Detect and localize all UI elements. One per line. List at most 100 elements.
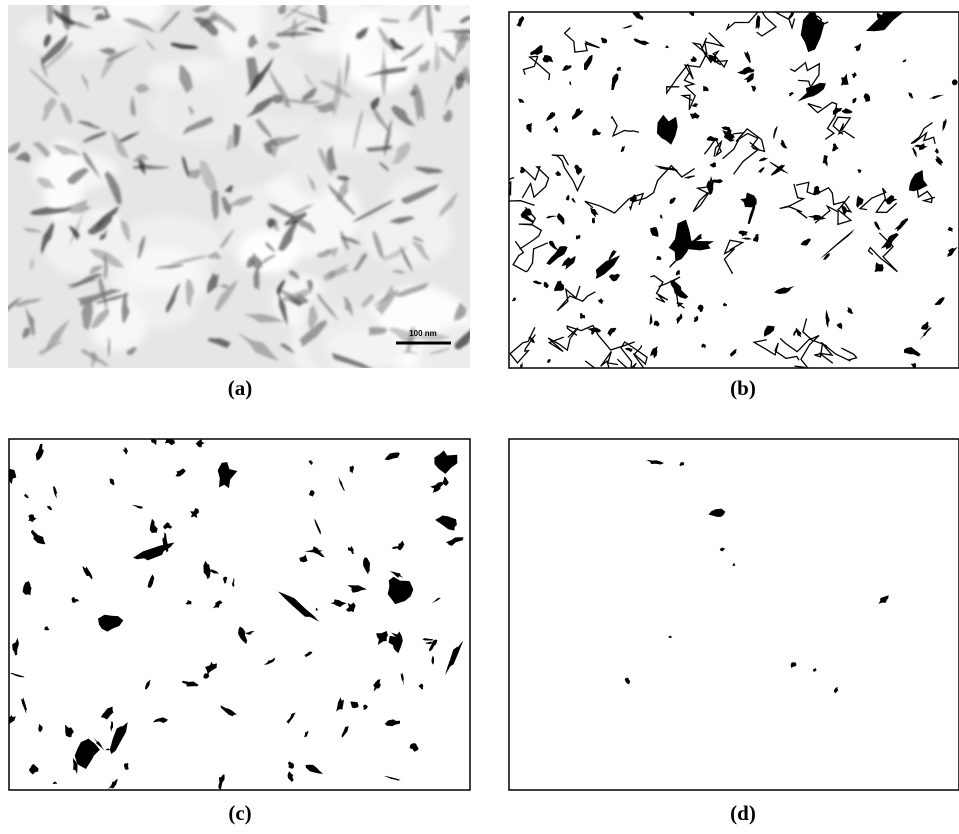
texture-shape bbox=[549, 240, 559, 251]
texture-shape bbox=[597, 298, 604, 305]
texture-shape bbox=[133, 542, 175, 561]
texture-shape bbox=[349, 465, 354, 474]
texture-shape bbox=[28, 514, 37, 523]
texture-shape bbox=[182, 155, 190, 179]
texture-shape bbox=[237, 332, 280, 362]
texture-shape bbox=[66, 167, 90, 185]
texture-shape bbox=[863, 93, 871, 103]
texture-shape bbox=[771, 164, 786, 176]
texture-shape bbox=[910, 122, 936, 145]
texture-shape bbox=[740, 192, 757, 208]
texture-shape bbox=[738, 230, 748, 237]
texture-shape bbox=[852, 97, 857, 104]
texture-shape bbox=[880, 233, 899, 250]
texture-shape bbox=[369, 327, 387, 336]
texture-shape bbox=[706, 180, 714, 196]
texture-shape bbox=[434, 5, 441, 12]
texture-shape bbox=[8, 296, 24, 311]
texture-shape bbox=[279, 343, 296, 354]
texture-shape bbox=[217, 462, 238, 489]
texture-shape bbox=[137, 235, 146, 259]
texture-shape bbox=[29, 207, 73, 216]
texture-shape bbox=[542, 55, 554, 63]
texture-shape bbox=[89, 248, 125, 268]
texture-shape bbox=[65, 279, 98, 287]
texture-shape bbox=[595, 255, 621, 279]
texture-shape bbox=[554, 283, 565, 292]
panel-label: (d) bbox=[730, 801, 756, 825]
texture-shape bbox=[108, 778, 118, 789]
texture-shape bbox=[267, 41, 281, 50]
texture-shape bbox=[934, 297, 945, 306]
texture-shape bbox=[139, 158, 146, 175]
texture-shape bbox=[353, 252, 367, 271]
texture-shape bbox=[99, 228, 108, 240]
texture-shape bbox=[286, 204, 315, 217]
texture-shape bbox=[435, 515, 457, 531]
texture-shape bbox=[561, 64, 572, 71]
texture-shape bbox=[823, 253, 830, 260]
texture-shape bbox=[43, 34, 52, 48]
texture-shape bbox=[277, 5, 287, 15]
texture-shape bbox=[920, 321, 929, 330]
texture-shape bbox=[425, 5, 433, 38]
texture-shape bbox=[377, 26, 398, 55]
texture-shape bbox=[911, 146, 918, 158]
texture-shape bbox=[25, 305, 35, 337]
texture-shape bbox=[832, 143, 839, 152]
texture-shape bbox=[287, 761, 294, 769]
texture-shape bbox=[459, 15, 470, 24]
texture-shape bbox=[676, 313, 683, 325]
texture-shape bbox=[611, 73, 619, 90]
texture-shape bbox=[509, 176, 535, 207]
texture-shape bbox=[668, 219, 692, 262]
texture-shape bbox=[857, 169, 862, 173]
texture-shape bbox=[29, 256, 35, 271]
texture-shape bbox=[327, 182, 356, 216]
texture-shape bbox=[556, 212, 565, 225]
texture-shape bbox=[840, 73, 849, 86]
texture-shape bbox=[947, 226, 954, 233]
texture-shape bbox=[903, 347, 921, 357]
texture-shape bbox=[934, 148, 939, 154]
scale-bar-label: 100 nm bbox=[409, 329, 437, 338]
texture-shape bbox=[512, 240, 549, 273]
texture-shape bbox=[878, 595, 889, 604]
texture-shape bbox=[790, 662, 797, 668]
texture-shape bbox=[105, 5, 166, 27]
texture-shape bbox=[586, 327, 602, 333]
texture-shape bbox=[632, 12, 644, 21]
texture-shape bbox=[722, 132, 759, 175]
texture-shape bbox=[788, 92, 794, 97]
texture-shape bbox=[195, 439, 205, 448]
texture-shape bbox=[190, 507, 199, 519]
texture-shape bbox=[185, 600, 192, 605]
texture-shape bbox=[361, 294, 374, 309]
texture-shape bbox=[147, 574, 155, 588]
texture-shape bbox=[462, 64, 470, 86]
texture-shape bbox=[286, 712, 296, 724]
texture-shape bbox=[591, 217, 595, 224]
texture-shape bbox=[914, 143, 928, 151]
binary-texture bbox=[9, 439, 464, 790]
texture-shape bbox=[352, 108, 364, 150]
texture-shape bbox=[591, 328, 595, 335]
texture-shape bbox=[131, 504, 143, 509]
texture-shape bbox=[373, 294, 392, 307]
texture-shape bbox=[387, 576, 414, 605]
panel-label: (a) bbox=[228, 376, 253, 400]
texture-shape bbox=[363, 66, 409, 77]
texture-shape bbox=[413, 240, 431, 262]
texture-shape bbox=[546, 215, 557, 219]
texture-shape bbox=[94, 13, 112, 21]
texture-shape bbox=[35, 443, 44, 461]
binary-texture bbox=[624, 459, 889, 694]
texture-shape bbox=[409, 743, 419, 752]
texture-shape bbox=[935, 155, 944, 166]
texture-shape bbox=[218, 774, 225, 790]
texture-shape bbox=[9, 714, 16, 725]
texture-shape bbox=[656, 114, 678, 145]
texture-shape bbox=[41, 97, 57, 121]
texture-shape bbox=[259, 254, 275, 265]
texture-shape bbox=[737, 66, 755, 75]
